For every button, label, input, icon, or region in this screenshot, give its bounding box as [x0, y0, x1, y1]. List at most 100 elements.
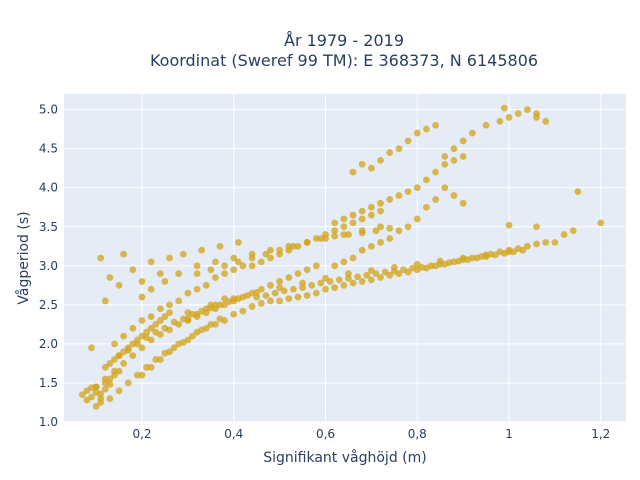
- grid-lines: [64, 94, 626, 423]
- data-point: [166, 301, 173, 309]
- x-axis-title: Signifikant våghöjd (m): [263, 449, 426, 466]
- data-point: [115, 387, 123, 395]
- data-point: [533, 240, 540, 248]
- data-point: [340, 281, 348, 289]
- data-point: [432, 196, 440, 203]
- data-point: [468, 129, 476, 137]
- data-point: [221, 262, 228, 270]
- data-point: [106, 395, 114, 402]
- data-point: [156, 331, 164, 338]
- data-point: [331, 284, 339, 292]
- data-point: [276, 284, 284, 292]
- data-point: [161, 313, 169, 320]
- data-point: [441, 184, 449, 192]
- data-point: [413, 266, 421, 274]
- data-point: [395, 227, 403, 235]
- data-point: [285, 295, 293, 303]
- data-point: [221, 270, 228, 278]
- data-point: [97, 254, 105, 262]
- data-point: [289, 285, 297, 293]
- data-point: [92, 383, 100, 391]
- data-point: [345, 274, 352, 282]
- data-point: [106, 381, 114, 388]
- data-point: [404, 137, 412, 145]
- data-point: [175, 320, 183, 328]
- data-point: [299, 284, 306, 292]
- data-point: [166, 309, 173, 317]
- data-point: [221, 295, 228, 303]
- data-point: [166, 326, 173, 334]
- data-point: [377, 274, 384, 281]
- data-point: [156, 270, 164, 278]
- x-tick-label: 0,4: [224, 427, 243, 441]
- data-point: [514, 110, 522, 117]
- data-point: [97, 399, 105, 406]
- data-point: [496, 248, 504, 256]
- data-point: [308, 281, 316, 289]
- data-point: [111, 340, 118, 348]
- y-tick-label: 3.5: [39, 220, 58, 234]
- data-point: [161, 278, 169, 285]
- y-tick-label: 1.5: [39, 376, 58, 390]
- data-point: [560, 231, 568, 238]
- data-point: [289, 242, 297, 250]
- data-point: [198, 326, 206, 334]
- data-point: [372, 227, 380, 235]
- data-point: [106, 274, 114, 281]
- data-point: [83, 396, 91, 404]
- data-point: [468, 254, 476, 262]
- data-point: [390, 263, 398, 271]
- data-point: [367, 164, 375, 172]
- data-point: [377, 199, 384, 207]
- data-point: [143, 328, 150, 336]
- data-point: [193, 285, 201, 293]
- data-point: [404, 188, 412, 196]
- chart-title-line1: År 1979 - 2019: [284, 31, 404, 50]
- data-point: [78, 391, 86, 399]
- data-point: [322, 285, 329, 293]
- data-point: [111, 367, 118, 375]
- data-point: [207, 320, 215, 328]
- data-point: [143, 363, 150, 371]
- x-tick-label: 0,8: [408, 427, 427, 441]
- data-point: [335, 276, 343, 284]
- data-point: [138, 278, 146, 285]
- data-point: [432, 262, 440, 270]
- data-point: [482, 121, 490, 129]
- data-point: [482, 251, 490, 259]
- data-point: [253, 293, 261, 301]
- data-point: [294, 293, 302, 301]
- data-point: [340, 215, 348, 223]
- x-tick-label: 0,2: [132, 427, 151, 441]
- data-point: [88, 344, 95, 352]
- data-point: [413, 184, 421, 192]
- data-point: [423, 176, 430, 184]
- data-point: [331, 219, 339, 227]
- data-point: [514, 245, 522, 253]
- data-point: [184, 309, 192, 317]
- data-point: [175, 297, 183, 305]
- data-point: [404, 223, 412, 231]
- data-point: [441, 160, 449, 168]
- data-point: [349, 168, 357, 176]
- data-point: [299, 279, 306, 287]
- data-point: [331, 262, 339, 270]
- data-point: [386, 149, 394, 156]
- data-point: [267, 297, 274, 305]
- x-tick-labels: 0,2 0,4 0,6 0,8 1 1,2: [132, 427, 610, 441]
- data-point: [106, 360, 114, 367]
- data-point: [193, 262, 201, 270]
- data-point: [193, 310, 201, 318]
- data-point: [234, 238, 242, 246]
- data-point: [423, 203, 430, 211]
- data-point: [505, 248, 513, 256]
- data-point: [317, 279, 325, 287]
- y-tick-label: 1.0: [39, 415, 58, 429]
- data-point: [505, 114, 513, 121]
- data-point: [303, 292, 311, 299]
- data-point: [129, 266, 137, 274]
- data-point: [367, 267, 375, 274]
- data-point: [138, 344, 146, 352]
- data-point: [349, 211, 357, 219]
- data-point: [253, 288, 261, 296]
